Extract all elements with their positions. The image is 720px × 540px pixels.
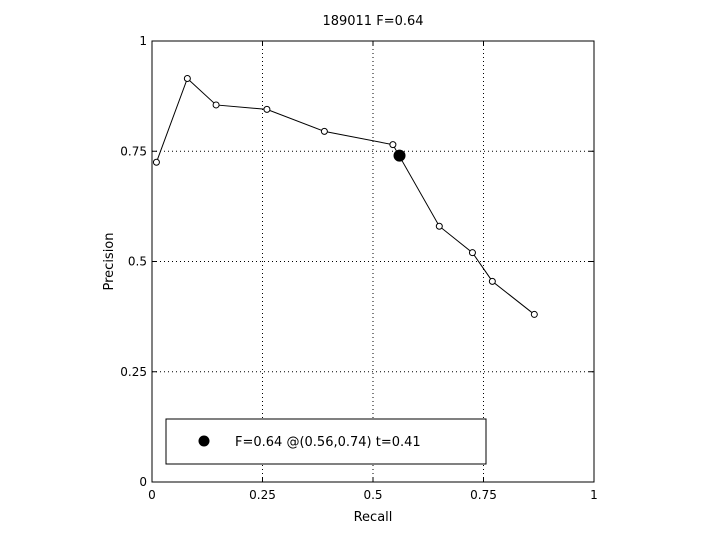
data-point (435, 222, 443, 230)
legend-marker (198, 435, 210, 447)
x-axis-label: Recall (354, 510, 393, 525)
f-measure-point (393, 149, 406, 162)
series-group (152, 74, 538, 318)
data-point (320, 127, 328, 135)
data-point (389, 141, 397, 149)
legend-entry: F=0.64 @(0.56,0.74) t=0.41 (235, 435, 421, 450)
data-point (488, 277, 496, 285)
ticks: 0 0.25 0.5 0.75 1 0 0.25 0.5 0.75 1 (120, 34, 598, 502)
data-point (530, 310, 538, 318)
grid (152, 41, 594, 482)
data-point (183, 74, 191, 82)
x-tick-label: 0.75 (470, 488, 497, 502)
chart-title: 189011 F=0.64 (322, 14, 423, 29)
data-point (263, 105, 271, 113)
x-tick-label: 0 (148, 488, 156, 502)
x-tick-label: 1 (590, 488, 598, 502)
y-tick-label: 0.75 (120, 144, 147, 158)
data-point (212, 101, 220, 109)
legend: F=0.64 @(0.56,0.74) t=0.41 (165, 418, 487, 465)
data-point (468, 249, 476, 257)
y-tick-label: 0 (139, 475, 147, 489)
x-tick-label: 0.25 (249, 488, 276, 502)
y-tick-label: 0.25 (120, 365, 147, 379)
y-tick-label: 0.5 (128, 255, 147, 269)
data-point (152, 158, 160, 166)
y-axis-label: Precision (102, 232, 117, 290)
x-tick-label: 0.5 (363, 488, 382, 502)
series-line-0 (155, 77, 535, 315)
legend-box (165, 418, 487, 465)
y-tick-label: 1 (139, 34, 147, 48)
